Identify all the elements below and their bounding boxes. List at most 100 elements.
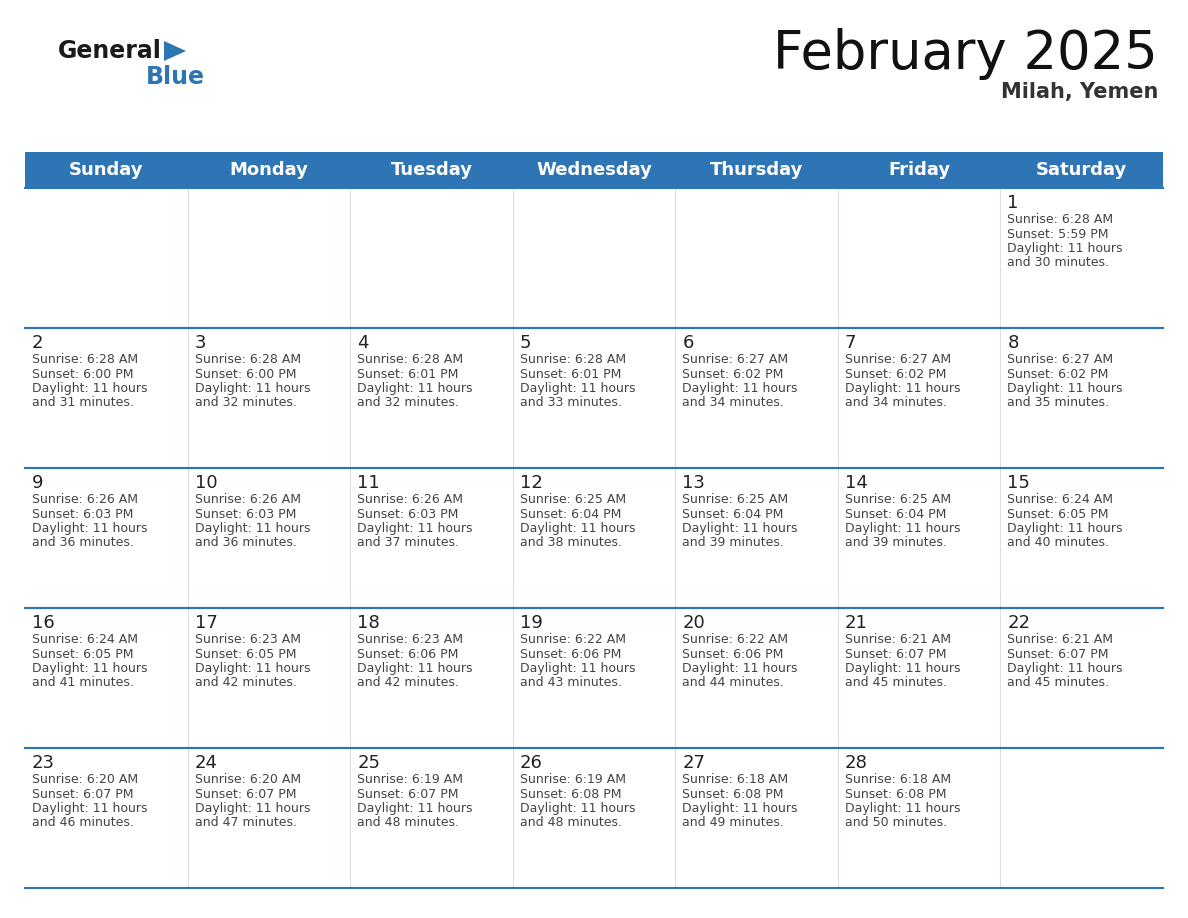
Text: 10: 10	[195, 474, 217, 492]
Text: 16: 16	[32, 614, 55, 632]
Text: and 49 minutes.: and 49 minutes.	[682, 816, 784, 830]
Text: Sunset: 6:00 PM: Sunset: 6:00 PM	[195, 367, 296, 380]
Bar	[25, 152, 1163, 188]
Text: Sunrise: 6:28 AM: Sunrise: 6:28 AM	[519, 353, 626, 366]
Text: Sunset: 6:03 PM: Sunset: 6:03 PM	[32, 508, 133, 521]
Text: 5: 5	[519, 334, 531, 352]
Text: 4: 4	[358, 334, 368, 352]
Text: and 34 minutes.: and 34 minutes.	[682, 397, 784, 409]
Text: Sunset: 6:06 PM: Sunset: 6:06 PM	[519, 647, 621, 660]
Text: Daylight: 11 hours: Daylight: 11 hours	[195, 802, 310, 815]
Text: Sunset: 6:04 PM: Sunset: 6:04 PM	[519, 508, 621, 521]
Bar	[25, 188, 1163, 328]
Text: Sunset: 6:05 PM: Sunset: 6:05 PM	[32, 647, 133, 660]
Text: 15: 15	[1007, 474, 1030, 492]
Text: 2: 2	[32, 334, 44, 352]
Text: and 34 minutes.: and 34 minutes.	[845, 397, 947, 409]
Text: 21: 21	[845, 614, 867, 632]
Text: Sunset: 6:06 PM: Sunset: 6:06 PM	[682, 647, 784, 660]
Text: Sunrise: 6:25 AM: Sunrise: 6:25 AM	[845, 493, 950, 506]
Text: 18: 18	[358, 614, 380, 632]
Text: 19: 19	[519, 614, 543, 632]
Text: 26: 26	[519, 754, 543, 772]
Text: 27: 27	[682, 754, 706, 772]
Text: and 46 minutes.: and 46 minutes.	[32, 816, 134, 830]
Text: Daylight: 11 hours: Daylight: 11 hours	[519, 382, 636, 395]
Text: 11: 11	[358, 474, 380, 492]
Text: and 43 minutes.: and 43 minutes.	[519, 677, 621, 689]
Text: Sunday: Sunday	[69, 161, 144, 179]
Text: and 44 minutes.: and 44 minutes.	[682, 677, 784, 689]
Text: Daylight: 11 hours: Daylight: 11 hours	[519, 662, 636, 675]
Polygon shape	[164, 41, 187, 61]
Text: and 48 minutes.: and 48 minutes.	[519, 816, 621, 830]
Text: Sunrise: 6:26 AM: Sunrise: 6:26 AM	[358, 493, 463, 506]
Text: Daylight: 11 hours: Daylight: 11 hours	[682, 802, 798, 815]
Text: Sunset: 6:03 PM: Sunset: 6:03 PM	[358, 508, 459, 521]
Text: Thursday: Thursday	[710, 161, 803, 179]
Text: 20: 20	[682, 614, 704, 632]
Text: and 36 minutes.: and 36 minutes.	[195, 536, 297, 550]
Text: 8: 8	[1007, 334, 1019, 352]
Text: Wednesday: Wednesday	[536, 161, 652, 179]
Text: and 36 minutes.: and 36 minutes.	[32, 536, 134, 550]
Text: Daylight: 11 hours: Daylight: 11 hours	[682, 522, 798, 535]
Text: 23: 23	[32, 754, 55, 772]
Text: 17: 17	[195, 614, 217, 632]
Text: and 47 minutes.: and 47 minutes.	[195, 816, 297, 830]
Text: Daylight: 11 hours: Daylight: 11 hours	[195, 382, 310, 395]
Text: Daylight: 11 hours: Daylight: 11 hours	[32, 662, 147, 675]
Text: Friday: Friday	[889, 161, 950, 179]
Text: Sunset: 6:03 PM: Sunset: 6:03 PM	[195, 508, 296, 521]
Text: Sunset: 6:01 PM: Sunset: 6:01 PM	[519, 367, 621, 380]
Text: Sunset: 6:02 PM: Sunset: 6:02 PM	[682, 367, 784, 380]
Text: and 38 minutes.: and 38 minutes.	[519, 536, 621, 550]
Bar	[25, 748, 1163, 888]
Text: Sunrise: 6:24 AM: Sunrise: 6:24 AM	[1007, 493, 1113, 506]
Text: Daylight: 11 hours: Daylight: 11 hours	[358, 662, 473, 675]
Text: Daylight: 11 hours: Daylight: 11 hours	[1007, 382, 1123, 395]
Text: Sunrise: 6:21 AM: Sunrise: 6:21 AM	[845, 633, 950, 646]
Text: Daylight: 11 hours: Daylight: 11 hours	[1007, 242, 1123, 255]
Text: and 30 minutes.: and 30 minutes.	[1007, 256, 1110, 270]
Text: Sunset: 6:08 PM: Sunset: 6:08 PM	[682, 788, 784, 800]
Bar	[25, 608, 1163, 748]
Text: and 32 minutes.: and 32 minutes.	[358, 397, 459, 409]
Text: Daylight: 11 hours: Daylight: 11 hours	[32, 802, 147, 815]
Text: Sunrise: 6:21 AM: Sunrise: 6:21 AM	[1007, 633, 1113, 646]
Text: 7: 7	[845, 334, 857, 352]
Text: Sunrise: 6:23 AM: Sunrise: 6:23 AM	[358, 633, 463, 646]
Text: Sunset: 6:05 PM: Sunset: 6:05 PM	[1007, 508, 1108, 521]
Text: 25: 25	[358, 754, 380, 772]
Text: Sunrise: 6:18 AM: Sunrise: 6:18 AM	[845, 773, 950, 786]
Text: 24: 24	[195, 754, 217, 772]
Text: Sunset: 6:07 PM: Sunset: 6:07 PM	[1007, 647, 1108, 660]
Text: and 32 minutes.: and 32 minutes.	[195, 397, 297, 409]
Text: Sunrise: 6:28 AM: Sunrise: 6:28 AM	[1007, 213, 1113, 226]
Text: Sunset: 6:01 PM: Sunset: 6:01 PM	[358, 367, 459, 380]
Text: Daylight: 11 hours: Daylight: 11 hours	[32, 522, 147, 535]
Text: Sunset: 6:04 PM: Sunset: 6:04 PM	[845, 508, 946, 521]
Text: Daylight: 11 hours: Daylight: 11 hours	[195, 662, 310, 675]
Text: Saturday: Saturday	[1036, 161, 1127, 179]
Text: Sunrise: 6:22 AM: Sunrise: 6:22 AM	[682, 633, 789, 646]
Text: Sunrise: 6:27 AM: Sunrise: 6:27 AM	[845, 353, 950, 366]
Text: 13: 13	[682, 474, 706, 492]
Text: and 45 minutes.: and 45 minutes.	[1007, 677, 1110, 689]
Text: Daylight: 11 hours: Daylight: 11 hours	[682, 382, 798, 395]
Text: Daylight: 11 hours: Daylight: 11 hours	[519, 522, 636, 535]
Text: Sunrise: 6:28 AM: Sunrise: 6:28 AM	[32, 353, 138, 366]
Text: Sunrise: 6:25 AM: Sunrise: 6:25 AM	[519, 493, 626, 506]
Text: and 41 minutes.: and 41 minutes.	[32, 677, 134, 689]
Text: February 2025: February 2025	[773, 28, 1158, 80]
Text: and 33 minutes.: and 33 minutes.	[519, 397, 621, 409]
Text: Daylight: 11 hours: Daylight: 11 hours	[682, 662, 798, 675]
Text: Daylight: 11 hours: Daylight: 11 hours	[1007, 662, 1123, 675]
Text: Sunrise: 6:18 AM: Sunrise: 6:18 AM	[682, 773, 789, 786]
Text: and 37 minutes.: and 37 minutes.	[358, 536, 459, 550]
Text: Sunrise: 6:26 AM: Sunrise: 6:26 AM	[195, 493, 301, 506]
Text: Sunrise: 6:19 AM: Sunrise: 6:19 AM	[519, 773, 626, 786]
Text: Sunset: 6:02 PM: Sunset: 6:02 PM	[1007, 367, 1108, 380]
Text: Daylight: 11 hours: Daylight: 11 hours	[845, 802, 960, 815]
Text: Sunset: 6:06 PM: Sunset: 6:06 PM	[358, 647, 459, 660]
